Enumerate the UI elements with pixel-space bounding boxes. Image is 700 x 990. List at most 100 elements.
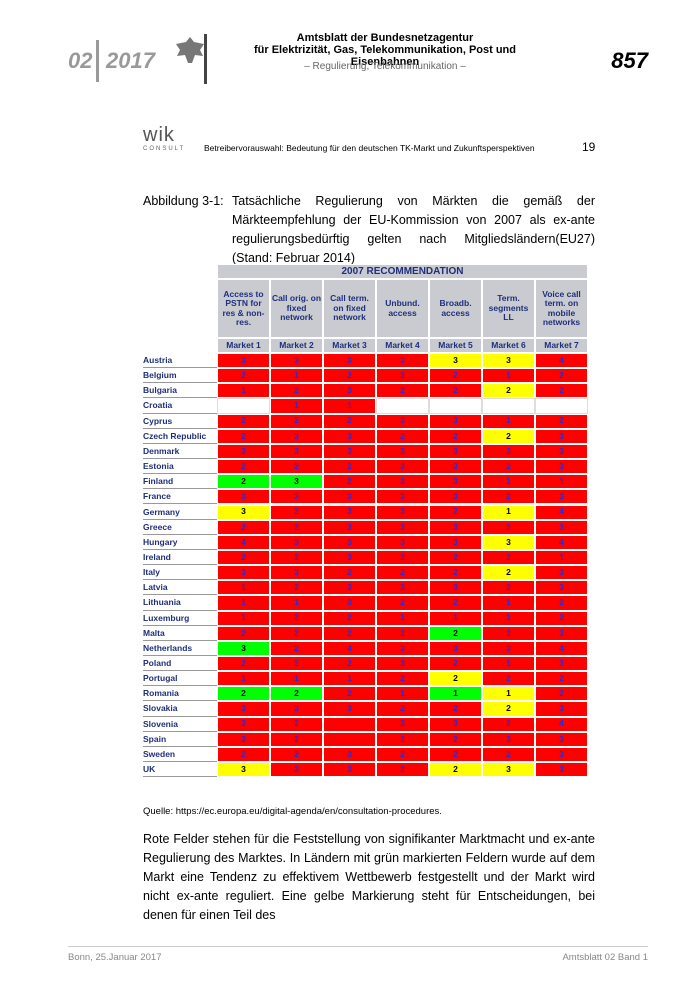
market-cell: 2 [429, 625, 482, 641]
market-cell: 1 [376, 610, 429, 626]
footer-left: Bonn, 25.Januar 2017 [68, 952, 162, 963]
market-cell: 4 [323, 640, 376, 656]
market-cell: 3 [535, 459, 588, 475]
column-title: Call term. on fixed network [323, 279, 376, 338]
market-cell: 3 [270, 474, 323, 490]
market-cell: 2 [217, 368, 270, 384]
market-cell: 2 [323, 368, 376, 384]
market-cell: 2 [535, 671, 588, 687]
country: Greece [143, 520, 217, 535]
market-cell: 3 [429, 353, 482, 369]
market-cell: 2 [429, 731, 482, 747]
market-cell: 2 [376, 595, 429, 611]
market-cell: 2 [376, 671, 429, 687]
market-cell: 3 [376, 656, 429, 672]
market-cell: 2 [323, 459, 376, 475]
market-cell: 1 [482, 656, 535, 672]
market-cell: 3 [535, 489, 588, 505]
market-cell: 3 [270, 762, 323, 778]
market-cell: 3 [376, 459, 429, 475]
caption-text: Tatsächliche Regulierung von Märkten die… [232, 194, 595, 265]
market-cell: 3 [323, 580, 376, 596]
market-cell: 3 [323, 762, 376, 778]
market-cell: 2 [217, 428, 270, 444]
issue: 02 [68, 48, 93, 73]
market-cell: 1 [429, 686, 482, 702]
column-title: Voice call term. on mobile networks [535, 279, 588, 338]
market-cell: 2 [270, 746, 323, 763]
report-title: Betreibervorauswahl: Bedeutung für den d… [204, 143, 535, 153]
market-cell [535, 398, 588, 414]
market-cell: 3 [535, 625, 588, 641]
country: Croatia [143, 398, 217, 414]
country: Estonia [143, 459, 217, 475]
market-cell: 1 [270, 671, 323, 687]
market-cell: 3 [270, 701, 323, 717]
market-cell: 2 [429, 762, 482, 778]
market-cell: 2 [376, 731, 429, 747]
market-cell: 2 [217, 746, 270, 763]
market-cell: 2 [376, 625, 429, 641]
market-cell: 3 [323, 746, 376, 763]
market-cell: 2 [376, 368, 429, 384]
logo: wik [143, 124, 175, 146]
market-cell: 1 [376, 686, 429, 702]
market-cell: 3 [429, 640, 482, 656]
market-cell: 1 [482, 474, 535, 490]
market-cell: 2 [482, 701, 535, 717]
market-cell: 3 [429, 459, 482, 475]
column-title: Access to PSTN for res & non-res. [217, 279, 270, 338]
paragraph: Rote Felder stehen für die Feststellung … [143, 832, 595, 922]
market-cell: 2 [429, 595, 482, 611]
market-cell: 2 [376, 565, 429, 581]
market-cell: 3 [482, 640, 535, 656]
market-cell: 2 [429, 656, 482, 672]
market-cell: 3 [376, 443, 429, 460]
market-cell: 2 [482, 580, 535, 596]
market-cell: 2 [270, 716, 323, 732]
market-cell: 2 [270, 383, 323, 399]
market-cell: 3 [217, 716, 270, 732]
market-cell: 3 [217, 701, 270, 717]
market-cell: 2 [323, 413, 376, 429]
market-cell: 3 [376, 474, 429, 490]
market-cell: 3 [535, 428, 588, 444]
page-number: 857 [611, 48, 648, 73]
market-cell: 2 [217, 686, 270, 702]
market-cell: 2 [535, 413, 588, 429]
market-cell [323, 731, 376, 747]
market-cell: 2 [217, 625, 270, 641]
market-cell: 2 [270, 610, 323, 626]
market-cell: 2 [429, 565, 482, 581]
market-cell: 2 [376, 383, 429, 399]
divider [204, 34, 207, 84]
market-cell: 3 [482, 731, 535, 747]
country: Poland [143, 656, 217, 672]
header-title: Amtsblatt der Bundesnetzagentur [296, 32, 474, 44]
market-cell: 2 [217, 656, 270, 672]
market-cell: 3 [323, 595, 376, 611]
market-cell: 3 [270, 353, 323, 369]
country: Portugal [143, 671, 217, 687]
market-cell: 3 [270, 565, 323, 581]
market-cell: 3 [429, 716, 482, 732]
market-cell: 2 [482, 671, 535, 687]
market-cell: 2 [535, 610, 588, 626]
market-cell: 3 [217, 762, 270, 778]
market-cell: 3 [323, 383, 376, 399]
market-label: Market 4 [376, 338, 429, 353]
market-cell: 2 [376, 701, 429, 717]
market-cell: 2 [270, 731, 323, 747]
market-label: Market 7 [535, 338, 588, 353]
market-cell: 3 [429, 519, 482, 535]
market-cell: 3 [217, 731, 270, 747]
market-cell: 3 [535, 762, 588, 778]
market-cell: 2 [270, 413, 323, 429]
market-cell [323, 716, 376, 732]
market-cell: 2 [376, 549, 429, 566]
market-cell: 3 [429, 474, 482, 490]
market-cell: 3 [535, 565, 588, 581]
market-cell: 2 [429, 504, 482, 520]
country: Cyprus [143, 414, 217, 429]
caption: Abbildung 3-1: Tatsächliche Regulierung v… [143, 192, 595, 268]
